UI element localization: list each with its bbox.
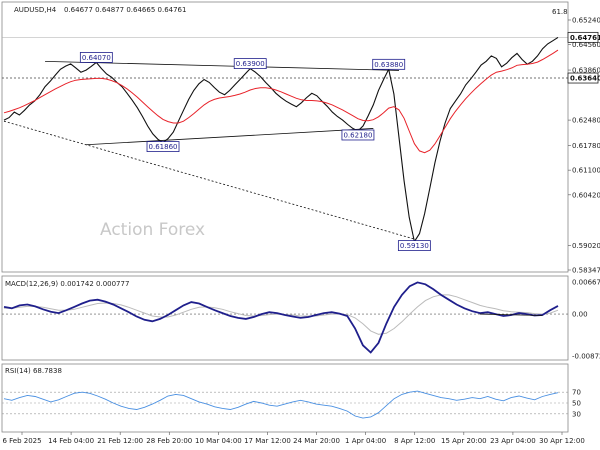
price-series bbox=[3, 36, 559, 244]
macd-panel-frame bbox=[1, 275, 569, 361]
price-annotation: 0.62180 bbox=[341, 129, 375, 141]
annotation-label: 0.64070 bbox=[82, 54, 111, 62]
price-annotation: 0.64070 bbox=[79, 52, 113, 63]
annotation-label: 0.63880 bbox=[374, 61, 403, 69]
annotation-box bbox=[79, 52, 113, 63]
annotation-label: 0.63900 bbox=[236, 60, 265, 68]
price-tick-label: 0.65240 bbox=[572, 17, 600, 25]
x-tick-label: 6 Feb 2025 bbox=[2, 437, 41, 445]
annotation-box bbox=[341, 129, 375, 141]
macd-tick-label: 0.00 bbox=[572, 311, 588, 319]
rsi-panel-frame bbox=[1, 363, 569, 433]
annotation-box bbox=[372, 58, 406, 70]
price-tag-label: 0.63640 bbox=[570, 75, 600, 83]
price-annotation: 0.59130 bbox=[397, 240, 431, 252]
price-tag-label: 0.64761 bbox=[570, 34, 600, 42]
price-panel-frame bbox=[1, 1, 569, 273]
macd-y-axis: 0.006675 0.00 -0.008724 bbox=[572, 279, 600, 361]
x-tick-label: 1 Apr 04:00 bbox=[345, 437, 386, 445]
x-tick-label: 15 Apr 20:00 bbox=[441, 437, 487, 445]
price-tick-label: 0.63860 bbox=[572, 67, 600, 75]
x-tick-label: 24 Mar 20:00 bbox=[293, 437, 340, 445]
trendline bbox=[86, 128, 374, 146]
price-annotation: 0.61860 bbox=[146, 141, 180, 152]
price-tick-label: 0.59020 bbox=[572, 242, 600, 250]
macd-tick-label: -0.008724 bbox=[572, 353, 600, 361]
price-tags: 0.64761 0.63640 bbox=[567, 31, 600, 84]
x-tick-label: 14 Feb 04:00 bbox=[48, 437, 94, 445]
rsi-tick-label: 70 bbox=[572, 389, 581, 397]
time-x-axis: 6 Feb 2025 14 Feb 04:00 21 Feb 12:00 28 Feb… bbox=[2, 432, 585, 445]
watermark: Action Forex bbox=[100, 220, 205, 240]
x-tick-label: 8 Apr 12:00 bbox=[394, 437, 435, 445]
price-tick-label: 0.64560 bbox=[572, 41, 600, 49]
fib-label: 61.8 bbox=[552, 8, 568, 16]
annotation-box bbox=[146, 141, 180, 152]
annotation-label: 0.59130 bbox=[400, 242, 429, 250]
trendline bbox=[45, 60, 399, 71]
price-annotations: 0.64070 0.63900 0.63880 0.61860 0.62180 0.591… bbox=[79, 52, 431, 252]
price-annotation: 0.63900 bbox=[233, 58, 267, 70]
macd-series bbox=[3, 281, 559, 354]
price-annotation: 0.63880 bbox=[372, 58, 406, 70]
x-tick-label: 30 Apr 12:00 bbox=[539, 437, 585, 445]
rsi-tick-label: 30 bbox=[572, 410, 581, 418]
x-tick-label: 17 Mar 12:00 bbox=[244, 437, 291, 445]
price-tick-label: 0.60420 bbox=[572, 191, 600, 199]
annotation-box bbox=[397, 240, 431, 252]
x-tick-label: 23 Apr 04:00 bbox=[490, 437, 536, 445]
x-tick-label: 28 Feb 20:00 bbox=[146, 437, 192, 445]
rsi-y-axis: 70 50 30 bbox=[572, 389, 581, 419]
price-tag-box bbox=[567, 31, 599, 43]
macd-tick-label: 0.006675 bbox=[572, 279, 600, 287]
x-tick-label: 10 Mar 04:00 bbox=[195, 437, 242, 445]
rsi-series bbox=[3, 390, 559, 419]
chart-header-ohlc: 0.64677 0.64877 0.64665 0.64761 bbox=[64, 6, 186, 14]
price-tick-label: 0.61780 bbox=[572, 142, 600, 150]
trendline bbox=[3, 120, 415, 240]
rsi-tick-label: 50 bbox=[572, 400, 581, 408]
annotation-label: 0.62180 bbox=[343, 131, 372, 139]
moving-average-series bbox=[3, 49, 559, 154]
annotation-label: 0.61860 bbox=[149, 143, 178, 151]
rsi-title: RSI(14) 68.7838 bbox=[5, 367, 62, 375]
price-tick-label: 0.62480 bbox=[572, 117, 600, 125]
rsi-levels bbox=[2, 391, 568, 415]
macd-trendline bbox=[479, 313, 543, 316]
x-tick-label: 21 Feb 12:00 bbox=[97, 437, 143, 445]
price-tick-label: 0.58347 bbox=[572, 267, 600, 275]
chart-header-symbol: AUDUSD,H4 bbox=[14, 6, 57, 14]
price-y-axis: 0.65240 0.64560 0.63860 0.62480 0.61780 0.611… bbox=[568, 17, 600, 275]
price-tick-label: 0.61100 bbox=[572, 167, 600, 175]
price-tag-box bbox=[567, 72, 599, 84]
macd-title: MACD(12,26,9) 0.001742 0.000777 bbox=[5, 280, 129, 288]
annotation-box bbox=[233, 58, 267, 70]
trendlines bbox=[3, 60, 415, 240]
